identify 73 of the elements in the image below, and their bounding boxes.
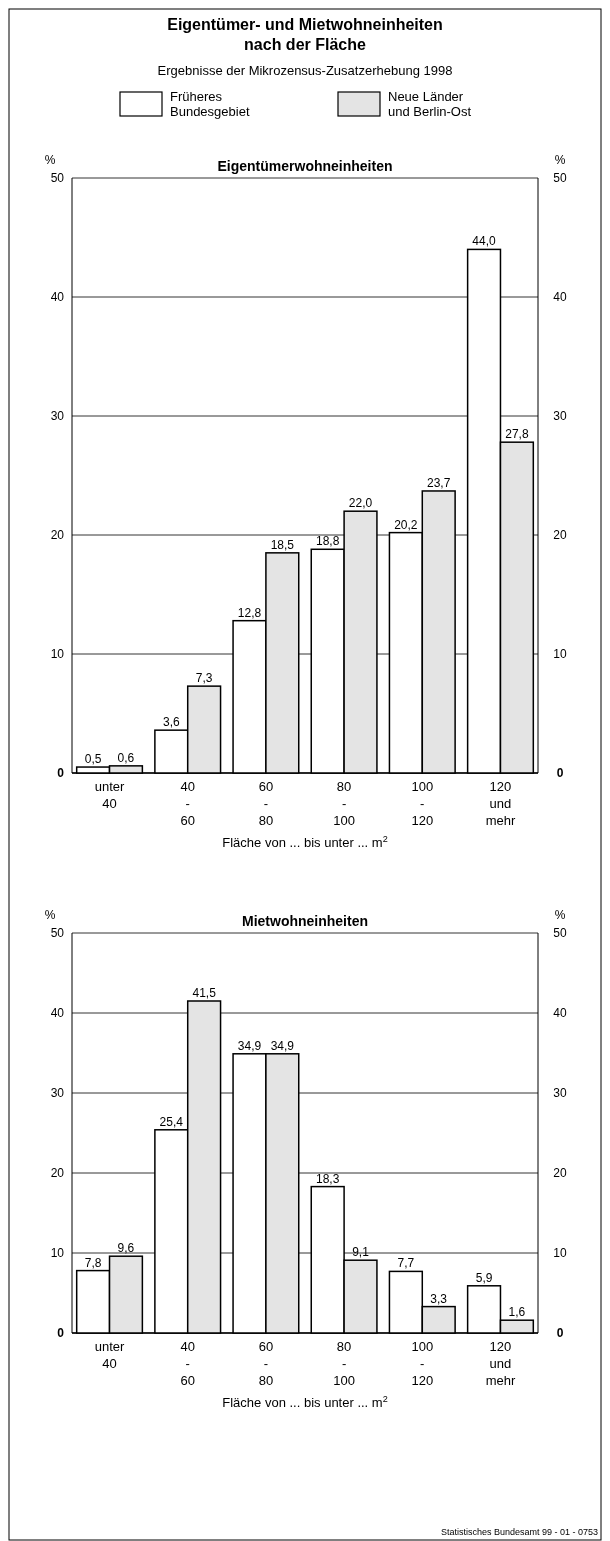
y-tick-label: 30	[50, 409, 65, 423]
data-label: 18,3	[315, 1171, 340, 1186]
y-tick-label: 20	[50, 1166, 65, 1180]
y-tick-label: 30	[50, 1086, 65, 1100]
chart-title: Eigentümer- und Mietwohneinheiten nach der Fläche	[167, 16, 443, 53]
x-tick-label: 60 - 80	[258, 779, 274, 828]
data-label: 27,8	[505, 427, 529, 442]
y2-tick-label: 40	[553, 1006, 567, 1020]
y2-tick-label: 50	[553, 926, 567, 940]
text: Eigentümerwohneinheiten	[217, 158, 393, 174]
y-tick-label: 10	[50, 1246, 65, 1260]
y2-tick-label: 50	[553, 171, 567, 185]
x-tick-label: 120 und mehr	[485, 779, 516, 828]
data-label: 18,5	[270, 537, 295, 552]
x-tick-label: 80 - 100	[333, 779, 355, 828]
data-label: 1,6	[508, 1305, 526, 1320]
data-label: 12,8	[237, 605, 262, 620]
data-label: 44,0	[472, 234, 497, 249]
data-label: 5,9	[475, 1270, 493, 1285]
data-label: 41,5	[192, 986, 217, 1000]
y-tick-label: 0	[57, 766, 65, 780]
y2-tick-label: 20	[553, 1166, 567, 1180]
x-tick-label: 60 - 80	[258, 1339, 274, 1388]
y-tick-label: 0	[57, 1326, 65, 1340]
x-tick-label: 40 - 60	[180, 779, 195, 828]
data-label: 7,8	[84, 1255, 102, 1270]
data-label: 9,6	[117, 1241, 135, 1256]
y2-tick-label: 20	[553, 528, 567, 542]
data-label: 0,6	[117, 750, 135, 765]
data-label: 25,4	[159, 1114, 184, 1129]
data-label: 34,9	[237, 1038, 262, 1053]
chart-subtitle: Ergebnisse der Mikrozensus-Zusatzerhebung 1998	[157, 63, 453, 78]
data-label: 23,7	[427, 475, 451, 490]
x-tick-label: 100 - 120	[411, 1339, 434, 1388]
y2-tick-label: 40	[553, 290, 567, 304]
data-label: 20,2	[394, 517, 418, 532]
data-label: 7,3	[195, 671, 213, 686]
legend-label: Neue Länder und Berlin-Ost	[388, 89, 472, 119]
data-label: 22,0	[348, 496, 373, 511]
x-tick-label: unter 40	[94, 779, 126, 811]
x-tick-label: 100 - 120	[411, 779, 434, 828]
data-label: 7,7	[397, 1256, 415, 1271]
y2-tick-label: 10	[553, 1246, 567, 1260]
y2-tick-label: 30	[553, 409, 567, 423]
y2-tick-label: 30	[553, 1086, 567, 1100]
text: Statistisches Bundesamt 99 - 01 - 0753	[440, 1527, 598, 1537]
y-tick-label: 40	[50, 290, 65, 304]
data-label: 18,8	[315, 534, 340, 549]
x-tick-label: 80 - 100	[333, 1339, 355, 1388]
text: Mietwohneinheiten	[242, 913, 368, 929]
data-label: 9,1	[352, 1245, 370, 1260]
y-axis-title: %	[44, 153, 56, 167]
y2-axis-title: %	[554, 153, 566, 167]
legend-label: Früheres Bundesgebiet	[170, 89, 250, 119]
x-tick-label: 40 - 60	[180, 1339, 195, 1388]
y-tick-label: 20	[50, 528, 65, 542]
data-label: 0,5	[84, 752, 102, 767]
x-axis-title: Fläche von ... bis unter ... m$^{2}$	[222, 834, 388, 850]
x-axis-title: Fläche von ... bis unter ... m$^{2}$	[222, 1394, 388, 1410]
y-axis-title: %	[44, 908, 56, 922]
y2-tick-label: 10	[553, 647, 567, 661]
y-tick-label: 40	[50, 1006, 65, 1020]
y2-tick-label: 0	[556, 766, 564, 780]
y2-tick-label: 0	[556, 1326, 564, 1340]
x-tick-label: 120 und mehr	[485, 1339, 516, 1388]
data-label: 3,6	[162, 715, 180, 730]
y2-axis-title: %	[554, 908, 566, 922]
data-label: 3,3	[430, 1291, 448, 1306]
y-tick-label: 50	[50, 171, 65, 185]
data-label: 34,9	[270, 1038, 295, 1053]
y-tick-label: 10	[50, 647, 65, 661]
x-tick-label: unter 40	[94, 1339, 126, 1371]
y-tick-label: 50	[50, 926, 65, 940]
